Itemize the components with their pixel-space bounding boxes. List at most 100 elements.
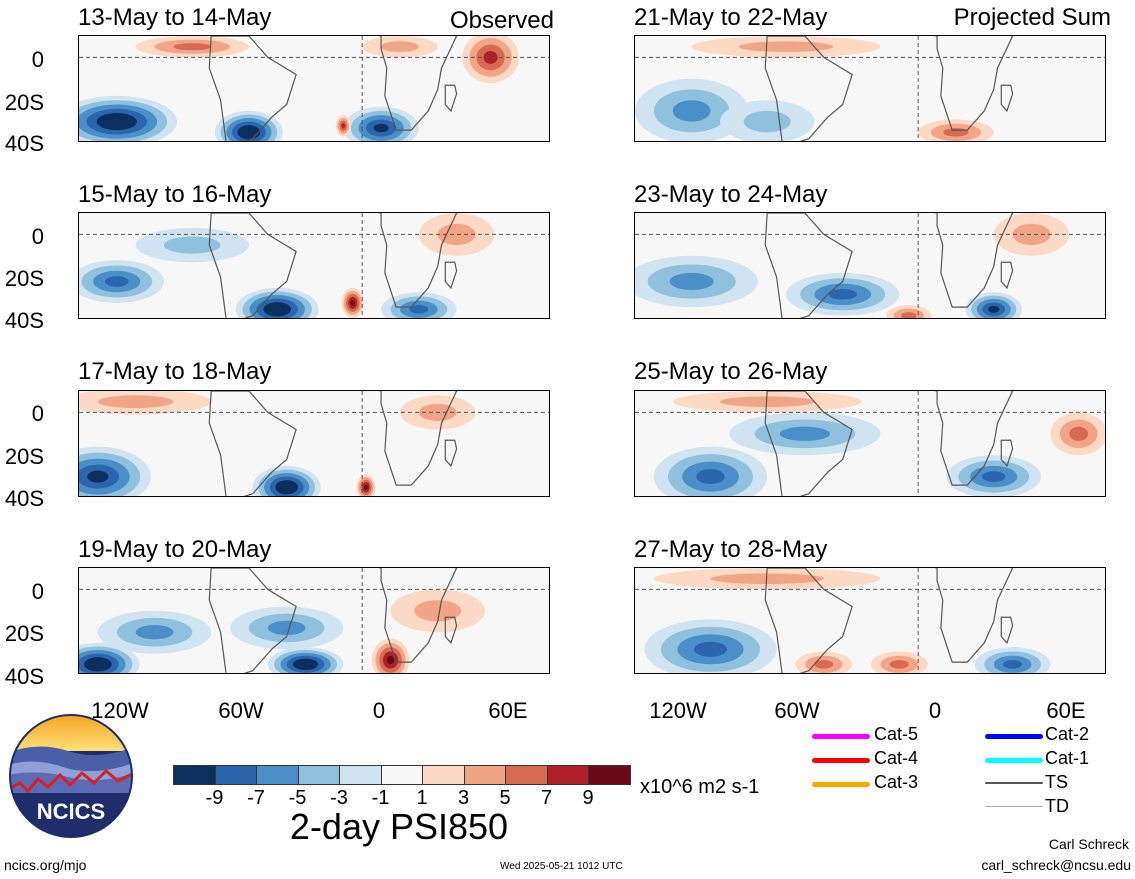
colorbar-label: -5 — [288, 787, 307, 809]
colorbar-swatch — [546, 765, 589, 785]
xlabel-120w-right: 120W — [649, 698, 707, 723]
psi-contour — [694, 641, 728, 657]
map-panel-23-24-may — [634, 212, 1106, 319]
panel-title-l3: 19-May to 20-May — [78, 536, 272, 563]
ylabel-40s-p2: 40S — [4, 486, 44, 511]
legend-cat3-line — [812, 782, 870, 787]
map-panel-13-14-may — [78, 35, 550, 142]
psi-contour — [743, 110, 791, 133]
xlabel-0-right: 0 — [928, 698, 942, 723]
psi-contour — [267, 620, 306, 636]
colorbar-swatch — [173, 765, 216, 785]
psi-contour — [135, 625, 174, 640]
madagascar-outline — [444, 261, 458, 290]
psi-contour — [437, 223, 476, 246]
panel-title-l1: 15-May to 16-May — [78, 181, 272, 208]
colorbar-label: -7 — [247, 787, 265, 809]
psi-contour — [97, 395, 174, 409]
legend-cat1-line — [985, 758, 1043, 763]
xlabel-120w-left: 120W — [91, 698, 149, 723]
south-america-outline — [764, 36, 853, 141]
xlabel-0-left: 0 — [372, 698, 386, 723]
africa-outline — [934, 36, 1014, 131]
colorbar-label: 9 — [582, 787, 594, 809]
psi-contour — [373, 123, 389, 133]
psi-contour — [350, 299, 356, 306]
south-america-outline — [764, 568, 853, 673]
panel-title-r0: 21-May to 22-May — [634, 4, 828, 31]
map-panel-25-26-may — [634, 390, 1106, 497]
legend-cat4-label: Cat-4 — [874, 748, 919, 768]
psi-contour — [173, 43, 212, 51]
colorbar-swatch — [588, 765, 631, 785]
psi-contour — [414, 600, 462, 622]
psi-contour — [889, 660, 909, 669]
legend-cat4-line — [812, 758, 870, 763]
psi-contour — [270, 305, 285, 313]
psi-contour — [341, 123, 346, 129]
psi-contour — [828, 288, 857, 300]
psi-contour — [281, 483, 293, 491]
legend-td-label: TD — [1045, 796, 1069, 816]
colorbar-swatch — [256, 765, 299, 785]
psi-contour — [409, 305, 429, 314]
psi-contour — [814, 660, 834, 669]
colorbar-label: -3 — [330, 787, 348, 809]
madagascar-outline — [1000, 261, 1014, 290]
psi-contour — [779, 426, 831, 441]
psi-contour — [243, 128, 255, 136]
colorbar-units: x10^6 m2 s-1 — [640, 776, 760, 798]
madagascar-outline — [444, 439, 458, 468]
madagascar-outline — [1000, 616, 1014, 645]
legend-ts-line — [985, 782, 1043, 784]
colorbar-swatch — [214, 765, 257, 785]
africa-outline — [378, 36, 458, 131]
colorbar-swatch — [463, 765, 506, 785]
ylabel-20s-p1: 20S — [4, 266, 44, 291]
psi-contour — [104, 276, 129, 287]
colorbar-swatch — [422, 765, 465, 785]
ylabel-20s-p3: 20S — [4, 621, 44, 646]
madagascar-outline — [1000, 84, 1014, 113]
south-america-outline — [208, 391, 297, 496]
psi-contour — [719, 396, 815, 408]
psi-contour — [299, 661, 312, 668]
colorbar-label: -1 — [371, 787, 390, 809]
psi-contour — [381, 41, 419, 53]
psi-contour — [943, 128, 969, 137]
logo-text: NCICS — [37, 799, 105, 824]
colorbar-label: 7 — [540, 787, 553, 809]
psi-contour — [386, 655, 395, 665]
panel-title-l0: 13-May to 14-May — [78, 4, 272, 31]
ylabel-40s-p1: 40S — [4, 308, 44, 333]
colorbar-swatch — [505, 765, 548, 785]
footer-site: ncics.org/mjo — [4, 857, 87, 873]
xlabel-60e-right: 60E — [1046, 698, 1086, 723]
figure-title: 2-day PSI850 — [289, 806, 509, 847]
psi-contour — [669, 272, 714, 291]
map-panel-27-28-may — [634, 567, 1106, 674]
psi-contour — [90, 660, 105, 668]
south-america-outline — [764, 213, 853, 318]
colorbar-label: 3 — [457, 787, 470, 809]
legend-cat5-label: Cat-5 — [874, 724, 919, 744]
colorbar-label: -9 — [205, 787, 224, 809]
legend-cat1-label: Cat-1 — [1045, 748, 1090, 768]
panel-title-r2: 25-May to 26-May — [634, 358, 828, 385]
footer-timestamp: Wed 2025-05-21 1012 UTC — [500, 861, 623, 872]
psi-contour — [1012, 223, 1051, 246]
psi-contour — [981, 471, 1006, 482]
ylabel-20s-p0: 20S — [4, 90, 44, 115]
south-america-outline — [208, 213, 297, 318]
madagascar-outline — [444, 616, 458, 645]
psi-contour — [672, 100, 711, 122]
legend-td-line — [985, 806, 1043, 807]
psi-contour — [106, 117, 127, 126]
ylabel-40s-p0: 40S — [4, 131, 44, 156]
panel-title-r1: 23-May to 24-May — [634, 181, 828, 208]
africa-outline — [378, 391, 458, 486]
psi-contour — [738, 41, 834, 53]
legend-cat2-line — [985, 734, 1043, 739]
psi-contour — [901, 312, 917, 318]
colorbar-swatch — [339, 765, 382, 785]
